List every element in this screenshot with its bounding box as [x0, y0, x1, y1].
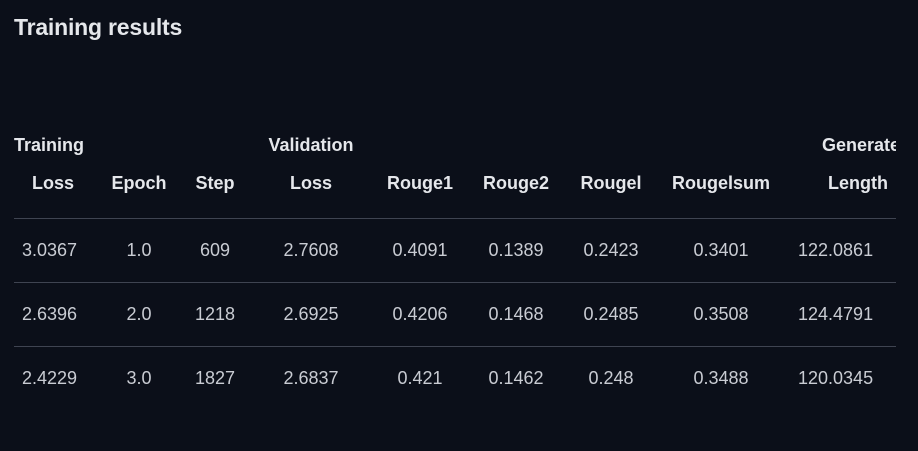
header-generated-length: Generated Length: [790, 126, 896, 219]
cell-training-loss: 3.0367: [14, 218, 92, 283]
table-header-row: Training Loss Epoch Step Validation Loss: [14, 126, 896, 219]
cell-generated-length: 122.0861: [790, 218, 896, 283]
cell-training-loss: 2.6396: [14, 282, 92, 347]
cell-validation-loss: 2.7608: [244, 218, 378, 283]
header-step: Step: [186, 126, 244, 219]
cell-step: 1218: [186, 282, 244, 347]
cell-epoch: 1.0: [92, 218, 186, 283]
results-table-container[interactable]: Training Loss Epoch Step Validation Loss: [14, 126, 896, 410]
header-epoch: Epoch: [92, 126, 186, 219]
cell-rougel: 0.2485: [570, 282, 652, 347]
header-rouge2: Rouge2: [462, 126, 570, 219]
header-training-loss: Training Loss: [14, 126, 92, 219]
cell-rougelsum: 0.3508: [652, 282, 790, 347]
header-rougelsum: Rougelsum: [652, 126, 790, 219]
header-rouge1: Rouge1: [378, 126, 462, 219]
cell-rouge2: 0.1468: [462, 282, 570, 347]
cell-rouge2: 0.1389: [462, 218, 570, 283]
cell-generated-length: 124.4791: [790, 282, 896, 347]
section-heading: Training results: [14, 14, 183, 40]
cell-validation-loss: 2.6925: [244, 282, 378, 347]
cell-generated-length: 120.0345: [798, 368, 874, 388]
cell-step: 1827: [194, 368, 236, 388]
cell-rouge2: 0.1462: [488, 368, 544, 388]
training-results-table: Training Loss Epoch Step Validation Loss: [14, 126, 896, 410]
cell-epoch: 2.0: [92, 282, 186, 347]
header-rougel: Rougel: [570, 126, 652, 219]
cell-training-loss: 2.4229: [22, 368, 78, 388]
cell-rouge1: 0.4206: [378, 282, 462, 347]
table-row: 3.0367 1.0 609 2.7608 0.4091 0.1389 0.24…: [14, 218, 896, 283]
cell-rouge1: 0.421: [397, 368, 443, 388]
cell-epoch: 3.0: [126, 368, 152, 388]
table-row: 2.4229 3.0 1827 2.6837 0.421 0.1462 0.24…: [14, 347, 896, 411]
cell-rougelsum: 0.3488: [693, 368, 749, 388]
cell-rougelsum: 0.3401: [652, 218, 790, 283]
cell-rouge1: 0.4091: [378, 218, 462, 283]
cell-rougel: 0.2423: [570, 218, 652, 283]
header-validation-loss: Validation Loss: [244, 126, 378, 219]
cell-step: 609: [186, 218, 244, 283]
cell-validation-loss: 2.6837: [283, 368, 339, 388]
cell-rougel: 0.248: [588, 368, 634, 388]
table-row: 2.6396 2.0 1218 2.6925 0.4206 0.1468 0.2…: [14, 282, 896, 347]
